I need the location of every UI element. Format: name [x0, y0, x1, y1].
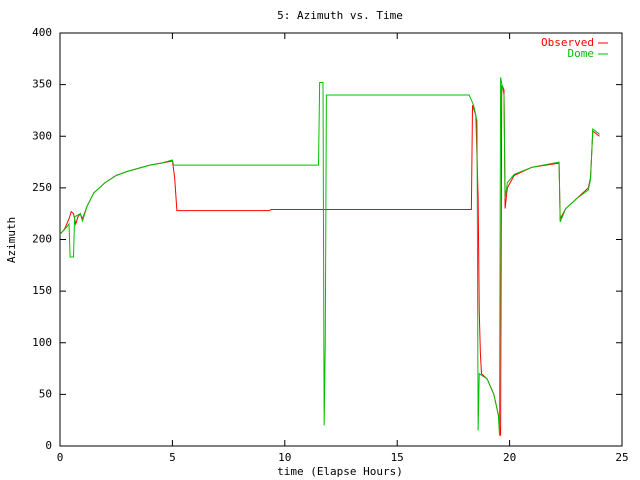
y-tick-label: 150	[32, 284, 52, 297]
y-tick-label: 100	[32, 336, 52, 349]
x-tick-label: 10	[278, 451, 291, 464]
x-axis-label: time (Elapse Hours)	[277, 465, 403, 478]
y-axis-label: Azimuth	[5, 217, 18, 263]
y-tick-label: 50	[39, 387, 52, 400]
series-line	[59, 77, 600, 436]
y-tick-label: 200	[32, 233, 52, 246]
x-tick-label: 5	[169, 451, 176, 464]
x-tick-label: 15	[391, 451, 404, 464]
y-tick-label: 400	[32, 26, 52, 39]
y-tick-label: 250	[32, 181, 52, 194]
series-line	[59, 84, 600, 436]
chart-title: 5: Azimuth vs. Time	[277, 9, 403, 22]
x-tick-label: 25	[615, 451, 628, 464]
x-tick-label: 0	[57, 451, 64, 464]
legend-label: Observed	[541, 36, 594, 49]
legend-label: Dome	[568, 47, 595, 60]
y-tick-label: 350	[32, 78, 52, 91]
y-tick-label: 300	[32, 129, 52, 142]
y-tick-label: 0	[45, 439, 52, 452]
x-tick-label: 20	[503, 451, 516, 464]
